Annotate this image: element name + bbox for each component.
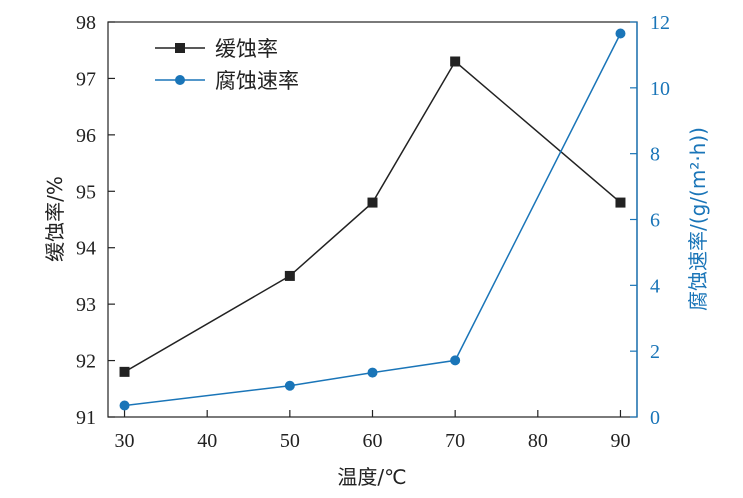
- data-point-square: [450, 56, 461, 67]
- data-point-circle: [119, 400, 130, 411]
- y-right-tick-label: 0: [650, 407, 660, 429]
- x-tick-label: 80: [528, 430, 548, 452]
- data-point-square: [284, 270, 295, 281]
- x-tick-label: 90: [610, 430, 630, 452]
- legend-label: 缓蚀率: [215, 37, 278, 61]
- data-point-square: [367, 197, 378, 208]
- series-line-1: [124, 60, 621, 373]
- y-axis-left-label: 缓蚀率/%: [43, 176, 67, 262]
- y-left-tick-label: 92: [76, 351, 96, 373]
- data-point-circle: [367, 367, 378, 378]
- data-point-square: [615, 197, 626, 208]
- series-layer: [119, 28, 626, 411]
- x-axis-label: 温度/℃: [337, 465, 406, 489]
- x-tick-label: 50: [280, 430, 300, 452]
- y-axis-right-label: 腐蚀速率/(g/(m²·h)): [686, 127, 710, 311]
- legend-marker-circle: [175, 75, 185, 85]
- y-left-tick-label: 94: [76, 238, 96, 260]
- y-left-tick-label: 97: [76, 68, 96, 90]
- y-right-tick-label: 10: [650, 78, 670, 100]
- x-tick-label: 30: [115, 430, 135, 452]
- y-right-tick-label: 2: [650, 341, 660, 363]
- ticks-layer: 30 40 50 60 70 80 90 91 92 93 94 95 96 97 98 0 2 4 6 8 10 12: [76, 12, 670, 452]
- legend-marker-square: [175, 43, 185, 53]
- y-right-tick-label: 8: [650, 144, 660, 166]
- y-right-tick-label: 6: [650, 210, 660, 232]
- x-tick-label: 40: [197, 430, 217, 452]
- y-left-tick-label: 96: [76, 125, 96, 147]
- series-line-2: [124, 33, 622, 407]
- y-left-tick-label: 95: [76, 181, 96, 203]
- y-right-tick-label: 12: [650, 12, 670, 34]
- y-left-tick-label: 91: [76, 407, 96, 429]
- x-tick-label: 70: [445, 430, 465, 452]
- y-left-tick-label: 98: [76, 12, 96, 34]
- data-point-circle: [615, 28, 626, 39]
- data-point-circle: [450, 355, 461, 366]
- y-right-tick-label: 4: [650, 275, 660, 297]
- x-tick-label: 60: [363, 430, 383, 452]
- plot-frame: [107, 21, 638, 418]
- y-left-tick-label: 93: [76, 294, 96, 316]
- data-point-circle: [284, 380, 295, 391]
- data-point-square: [119, 366, 130, 377]
- legend-label: 腐蚀速率: [215, 69, 299, 93]
